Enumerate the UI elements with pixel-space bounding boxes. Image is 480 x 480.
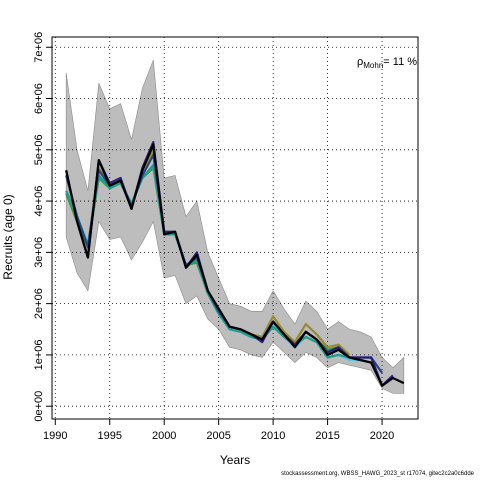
series-lines <box>65 141 405 387</box>
grid-lines <box>52 37 418 419</box>
x-tick-label: 2000 <box>152 430 176 442</box>
plot-frame <box>51 36 419 420</box>
mohn-rho-subscript: Mohn <box>363 61 383 70</box>
series-line <box>65 143 405 387</box>
y-axis-title: Recruits (age 0) <box>1 194 15 279</box>
x-tick-label: 2020 <box>370 430 394 442</box>
footer-credit: stockassessment.org, WBSS_HAWG_2023_st r… <box>281 471 474 477</box>
x-axis-title: Years <box>220 453 250 467</box>
y-tick-label: 7e+06 <box>33 32 45 63</box>
y-tick-label: 5e+06 <box>33 134 45 165</box>
y-tick-label: 3e+06 <box>33 237 45 268</box>
y-axis: 0e+00 1e+06 2e+06 3e+06 4e+06 5e+06 6e+06 7e+06 <box>33 32 52 422</box>
x-axis: 1990 1995 2000 2005 2010 2015 2020 <box>43 419 394 442</box>
mohn-rho-symbol: ρ <box>357 56 363 68</box>
y-tick-label: 1e+06 <box>33 339 45 370</box>
y-tick-label: 4e+06 <box>33 186 45 217</box>
x-tick-label: 1990 <box>43 430 67 442</box>
y-tick-label: 6e+06 <box>33 83 45 114</box>
confidence-band <box>65 59 405 394</box>
mohn-rho-value: = 11 % <box>383 56 417 68</box>
x-tick-label: 1995 <box>97 430 121 442</box>
confidence-band-area <box>65 59 405 394</box>
series-line <box>65 164 372 364</box>
y-tick-label: 0e+00 <box>33 391 45 422</box>
x-tick-label: 2015 <box>315 430 339 442</box>
mohn-rho-annotation: ρMohn= 11 % <box>357 56 417 70</box>
y-tick-label: 2e+06 <box>33 288 45 319</box>
x-tick-label: 2010 <box>261 430 285 442</box>
x-tick-label: 2005 <box>206 430 230 442</box>
